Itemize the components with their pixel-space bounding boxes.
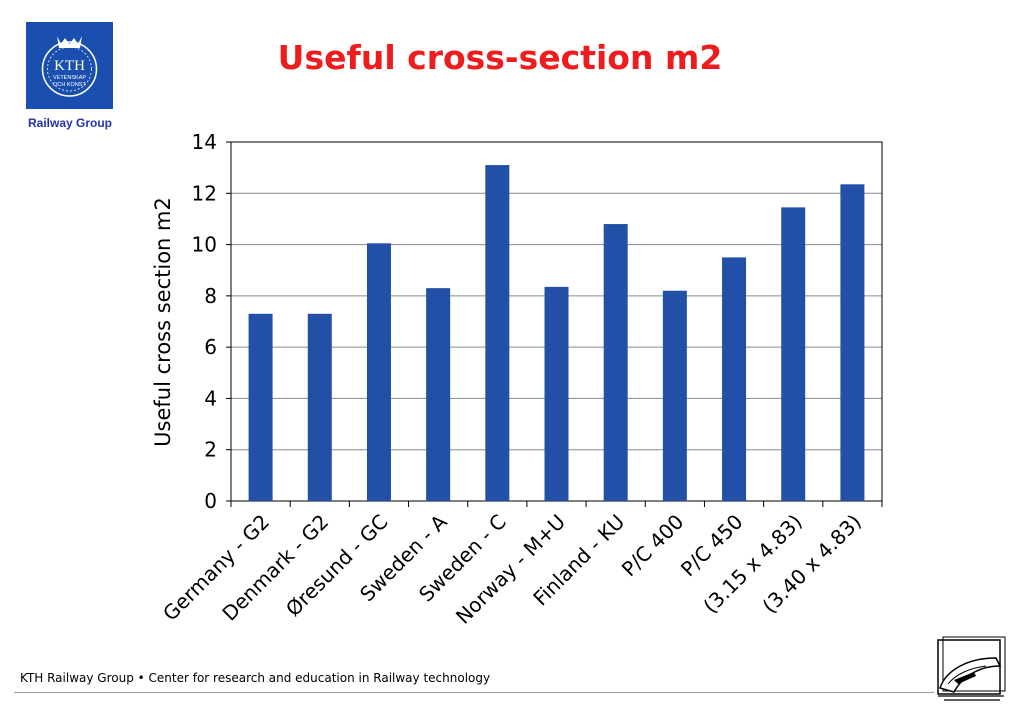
y-tick-label: 12 <box>192 181 217 205</box>
kth-logo: KTH VETENSKAP OCH KONST <box>26 22 113 109</box>
bar <box>722 257 747 501</box>
bar <box>248 313 273 501</box>
y-tick-label: 6 <box>204 335 217 359</box>
y-tick-label: 10 <box>192 233 217 257</box>
y-tick-label: 8 <box>204 284 217 308</box>
bar <box>544 286 569 501</box>
bar <box>307 313 332 501</box>
y-axis-label: Useful cross section m2 <box>151 197 175 447</box>
bar <box>840 184 865 501</box>
bar <box>603 224 628 502</box>
bar <box>781 207 806 501</box>
y-tick-label: 14 <box>192 130 217 154</box>
logo-text-sub2: OCH KONST <box>53 82 86 88</box>
bar <box>485 165 510 502</box>
bars <box>248 165 865 502</box>
x-tick-label: Øresund - GC <box>281 510 393 622</box>
y-tick-label: 0 <box>204 489 217 513</box>
page-title: Useful cross-section m2 <box>277 38 723 77</box>
x-tick-label: P/C 400 <box>617 510 689 582</box>
bar <box>662 290 687 501</box>
logo-text-sub1: VETENSKAP <box>53 75 86 81</box>
x-tick-label: Denmark - G2 <box>217 510 333 626</box>
y-tick-labels: 0 2 4 6 8 10 12 14 <box>192 130 231 513</box>
logo-text-main: KTH <box>54 58 85 74</box>
footer-text: KTH Railway Group • Center for research … <box>20 671 491 685</box>
x-tick-label: Germany - G2 <box>158 510 274 626</box>
y-tick-label: 2 <box>204 438 217 462</box>
footer-divider <box>14 692 934 693</box>
bar <box>366 243 391 501</box>
bar <box>426 288 451 501</box>
train-icon <box>937 636 1006 701</box>
y-tick-label: 4 <box>204 386 217 410</box>
logo-caption: Railway Group <box>27 116 113 130</box>
